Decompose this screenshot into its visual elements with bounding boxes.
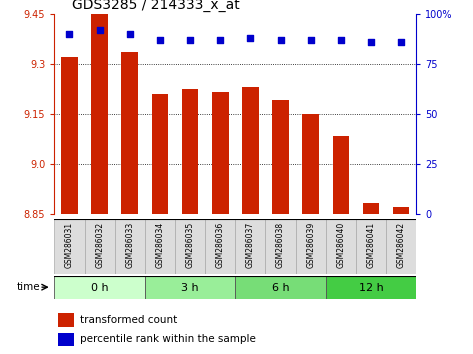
Bar bbox=[54, 219, 85, 274]
Text: GSM286031: GSM286031 bbox=[65, 222, 74, 268]
Bar bbox=[356, 219, 386, 274]
Bar bbox=[145, 219, 175, 274]
Text: GSM286042: GSM286042 bbox=[397, 222, 406, 268]
Point bbox=[397, 39, 405, 45]
Bar bbox=[326, 276, 416, 299]
Bar bbox=[235, 219, 265, 274]
Text: GDS3285 / 214333_x_at: GDS3285 / 214333_x_at bbox=[72, 0, 240, 12]
Text: transformed count: transformed count bbox=[80, 315, 177, 325]
Text: GSM286038: GSM286038 bbox=[276, 222, 285, 268]
Text: GSM286040: GSM286040 bbox=[336, 222, 345, 268]
Text: GSM286036: GSM286036 bbox=[216, 222, 225, 268]
Text: percentile rank within the sample: percentile rank within the sample bbox=[80, 335, 255, 344]
Point bbox=[156, 37, 164, 43]
Bar bbox=[152, 94, 168, 214]
Text: time: time bbox=[16, 282, 40, 292]
Text: GSM286039: GSM286039 bbox=[306, 222, 315, 268]
Bar bbox=[58, 313, 74, 327]
Bar bbox=[54, 276, 145, 299]
Text: 0 h: 0 h bbox=[91, 282, 108, 293]
Text: GSM286032: GSM286032 bbox=[95, 222, 104, 268]
Bar bbox=[363, 202, 379, 214]
Bar bbox=[91, 14, 108, 214]
Text: 3 h: 3 h bbox=[181, 282, 199, 293]
Bar bbox=[58, 333, 74, 346]
Point bbox=[307, 37, 315, 43]
Text: GSM286034: GSM286034 bbox=[156, 222, 165, 268]
Bar bbox=[326, 219, 356, 274]
Bar bbox=[242, 87, 259, 214]
Text: GSM286037: GSM286037 bbox=[246, 222, 255, 268]
Bar bbox=[145, 276, 235, 299]
Text: 12 h: 12 h bbox=[359, 282, 384, 293]
Text: GSM286035: GSM286035 bbox=[185, 222, 194, 268]
Text: GSM286041: GSM286041 bbox=[367, 222, 376, 268]
Point bbox=[337, 37, 345, 43]
Bar bbox=[296, 219, 326, 274]
Bar bbox=[61, 57, 78, 214]
Bar bbox=[122, 52, 138, 214]
Point bbox=[66, 32, 73, 37]
Point bbox=[186, 37, 194, 43]
Bar bbox=[85, 219, 114, 274]
Bar bbox=[235, 276, 326, 299]
Bar bbox=[265, 219, 296, 274]
Bar bbox=[182, 89, 198, 214]
Point bbox=[96, 27, 104, 33]
Bar bbox=[175, 219, 205, 274]
Bar bbox=[114, 219, 145, 274]
Bar bbox=[386, 219, 416, 274]
Point bbox=[217, 37, 224, 43]
Point bbox=[277, 37, 284, 43]
Bar bbox=[302, 114, 319, 214]
Bar bbox=[393, 206, 410, 214]
Bar bbox=[205, 219, 235, 274]
Point bbox=[367, 39, 375, 45]
Bar bbox=[333, 136, 349, 214]
Bar bbox=[272, 100, 289, 214]
Bar bbox=[212, 92, 228, 214]
Text: GSM286033: GSM286033 bbox=[125, 222, 134, 268]
Point bbox=[126, 32, 133, 37]
Text: 6 h: 6 h bbox=[272, 282, 289, 293]
Point bbox=[246, 35, 254, 41]
